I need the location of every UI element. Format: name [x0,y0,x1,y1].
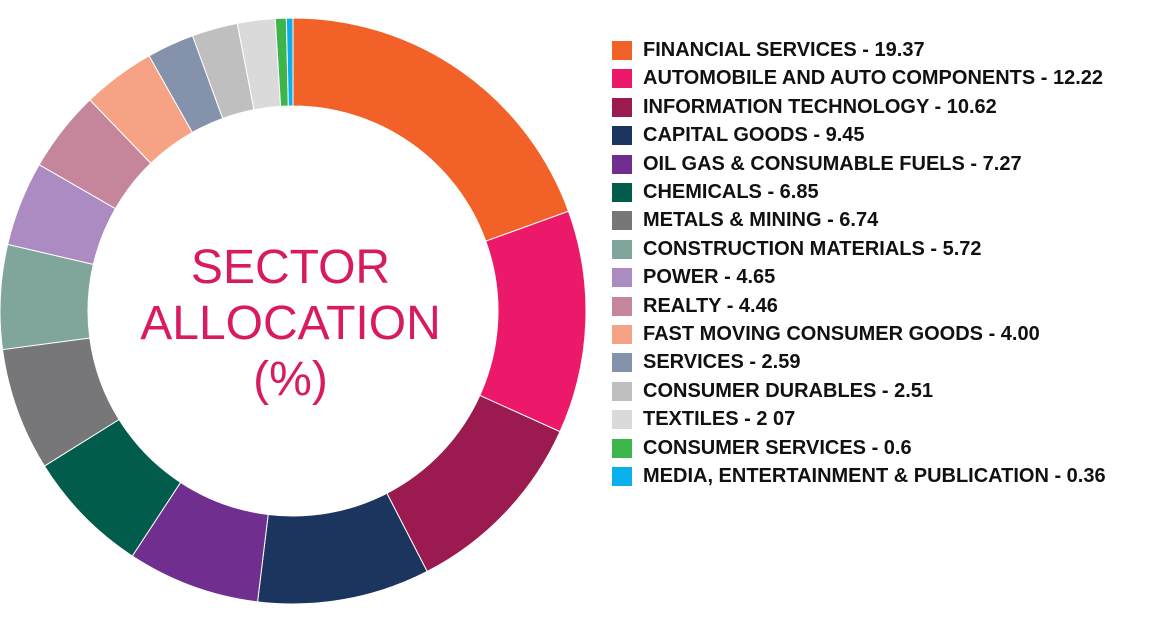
slice-financial-services [292,17,570,242]
legend-label: FINANCIAL SERVICES - 19.37 [643,39,925,61]
legend-swatch [612,154,632,174]
legend-label: FAST MOVING CONSUMER GOODS - 4.00 [643,323,1040,346]
legend-label: OIL GAS & CONSUMABLE FUELS - 7.27 [643,152,1022,175]
legend-label: CONSUMER DURABLES - 2.51 [643,379,934,402]
legend-label: POWER - 4.65 [643,266,776,289]
legend-swatch [612,296,632,316]
legend-label: METALS & MINING - 6.74 [643,209,879,232]
legend-swatch [612,410,632,430]
center-title-line-2: ALLOCATION [140,297,441,350]
chart-legend: FINANCIAL SERVICES - 19.37 AUTOMOBILE AND… [612,36,1158,491]
legend-swatch [612,183,632,203]
legend-swatch [612,126,632,146]
legend-item: OIL GAS & CONSUMABLE FUELS - 7.27 [612,150,1158,178]
legend-swatch [612,268,632,288]
legend-item: CONSTRUCTION MATERIALS - 5.72 [612,235,1158,263]
legend-item: TEXTILES - 2 07 [612,405,1158,433]
legend-item: CONSUMER SERVICES - 0.6 [612,434,1158,462]
legend-label: SERVICES - 2.59 [643,351,801,374]
legend-item: FAST MOVING CONSUMER GOODS - 4.00 [612,320,1158,348]
legend-label: CONSTRUCTION MATERIALS - 5.72 [643,237,982,260]
legend-item: METALS & MINING - 6.74 [612,206,1158,234]
legend-item: MEDIA, ENTERTAINMENT & PUBLICATION - 0.3… [612,462,1158,490]
legend-label: MEDIA, ENTERTAINMENT & PUBLICATION - 0.3… [643,465,1106,488]
legend-label: AUTOMOBILE AND AUTO COMPONENTS - 12.22 [643,67,1104,90]
chart-center-title: SECTOR ALLOCATION (%) [118,240,463,408]
slice-media-entertainment-publication [285,17,294,107]
legend-label: INFORMATION TECHNOLOGY - 10.62 [643,95,997,118]
legend-item: FINANCIAL SERVICES - 19.37 [612,36,1158,64]
slice-automobile-and-auto-components [479,210,587,433]
legend-item: CHEMICALS - 6.85 [612,178,1158,206]
legend-swatch [612,69,632,89]
legend-item: REALTY - 4.46 [612,292,1158,320]
legend-label: REALTY - 4.46 [643,294,778,317]
legend-swatch [612,97,632,117]
legend-swatch [612,41,632,60]
legend-swatch [612,239,632,259]
donut-chart [0,17,587,605]
legend-swatch [612,353,632,373]
legend-item: POWER - 4.65 [612,263,1158,291]
center-title-line-3: (%) [253,353,328,406]
legend-item: SERVICES - 2.59 [612,348,1158,376]
legend-label: TEXTILES - 2 07 [643,408,796,431]
legend-swatch [612,211,632,231]
legend-item: INFORMATION TECHNOLOGY - 10.62 [612,93,1158,121]
legend-swatch [612,467,632,487]
legend-item: CONSUMER DURABLES - 2.51 [612,377,1158,405]
legend-label: CAPITAL GOODS - 9.45 [643,124,865,147]
legend-label: CHEMICALS - 6.85 [643,181,819,204]
legend-swatch [612,325,632,345]
legend-label: CONSUMER SERVICES - 0.6 [643,436,912,459]
legend-item: AUTOMOBILE AND AUTO COMPONENTS - 12.22 [612,64,1158,92]
legend-swatch [612,438,632,458]
legend-swatch [612,381,632,401]
legend-item: CAPITAL GOODS - 9.45 [612,121,1158,149]
center-title-line-1: SECTOR [190,241,391,294]
